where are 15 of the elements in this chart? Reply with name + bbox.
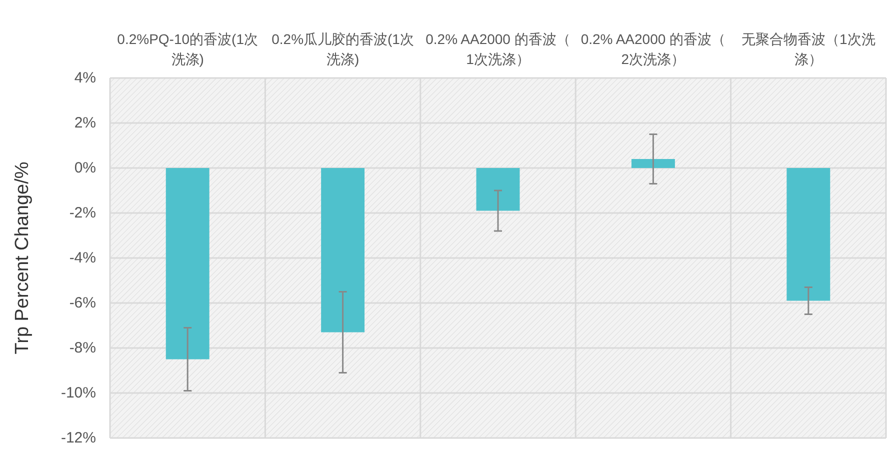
x-tick-label: 0.2%PQ-10的香波(1次洗涤) bbox=[117, 31, 258, 67]
x-tick-label: 无聚合物香波（1次洗涤） bbox=[742, 31, 876, 67]
x-tick-label: 0.2% AA2000 的香波（1次洗涤） bbox=[426, 31, 570, 67]
x-tick-label: 0.2%瓜儿胶的香波(1次洗涤) bbox=[272, 31, 414, 67]
y-tick-label: -2% bbox=[69, 204, 96, 222]
y-tick-label: 4% bbox=[74, 70, 96, 86]
y-tick-label: 0% bbox=[74, 160, 96, 176]
y-tick-label: -12% bbox=[60, 430, 96, 446]
y-tick-label: -10% bbox=[60, 384, 96, 402]
y-tick-label: 2% bbox=[74, 114, 96, 132]
y-axis-title: Trp Percent Change/% bbox=[12, 162, 33, 354]
y-tick-label: -4% bbox=[69, 250, 96, 266]
x-tick-label: 0.2% AA2000 的香波（2次洗涤） bbox=[580, 31, 726, 67]
y-tick-label: -6% bbox=[69, 294, 96, 312]
y-tick-label: -8% bbox=[69, 340, 96, 356]
